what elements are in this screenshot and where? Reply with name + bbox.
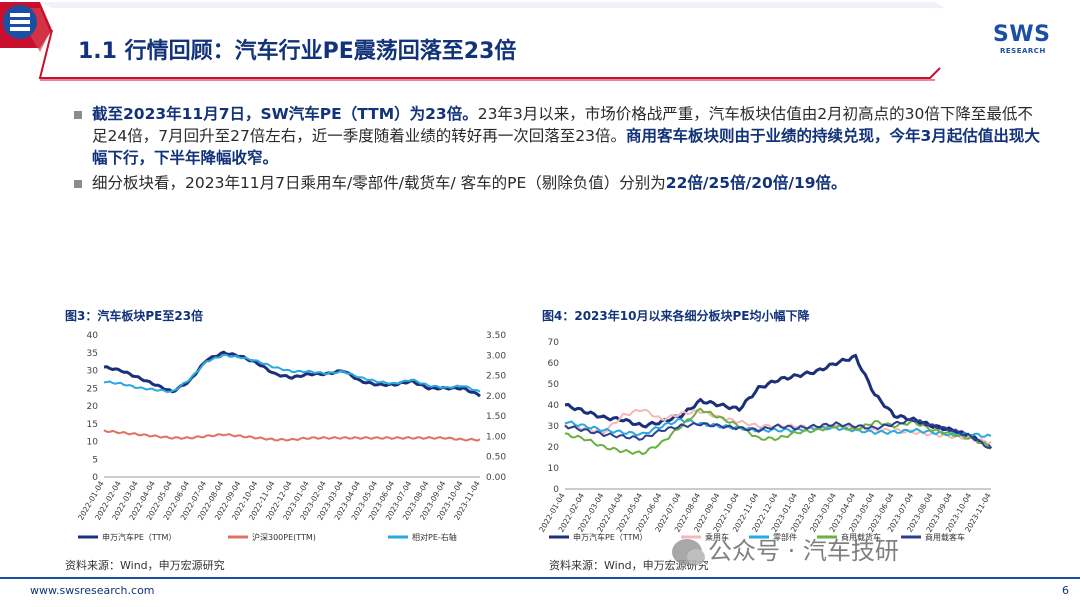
series-line <box>564 407 992 456</box>
legend-label: 商用载货车 <box>841 532 881 542</box>
fig4-source: 资料来源：Wind，申万宏源研究 <box>549 559 709 572</box>
y-tick-label: 15 <box>87 420 98 430</box>
series-line <box>564 418 992 449</box>
legend-label: 商用载客车 <box>925 532 965 542</box>
y-tick-label: 50 <box>548 380 560 390</box>
legend-label: 申万汽车PE（TTM） <box>102 532 176 542</box>
y2-tick-label: 0.00 <box>486 473 506 483</box>
y2-tick-label: 3.50 <box>486 331 506 341</box>
y2-tick-label: 2.50 <box>486 372 506 382</box>
bullet-1-bold-lead: 截至2023年11月7日，SW汽车PE（TTM）为23倍。 <box>92 105 478 123</box>
fig3-title: 图3：汽车板块PE至23倍 <box>65 309 204 323</box>
y2-tick-label: 3.00 <box>486 351 506 361</box>
y2-tick-label: 2.00 <box>486 392 506 402</box>
footer-url-link[interactable]: www.swsresearch.com <box>30 584 155 597</box>
legend-label: 乘用车 <box>705 532 729 542</box>
y2-tick-label: 1.00 <box>486 432 506 442</box>
y-tick-label: 20 <box>548 443 560 453</box>
bullet-2-text: 细分板块看，2023年11月7日乘用车/零部件/载货车/ 客车的PE（剔除负值）… <box>92 174 666 192</box>
y-tick-label: 0 <box>553 485 559 495</box>
y2-tick-label: 1.50 <box>486 412 506 422</box>
wechat-icon <box>672 539 705 565</box>
bullet-2: 细分板块看，2023年11月7日乘用车/零部件/载货车/ 客车的PE（剔除负值）… <box>72 172 1042 194</box>
series-line <box>103 353 481 393</box>
fig4-chart: 0102030405060702022-01-042022-02-042022-… <box>537 338 993 542</box>
legend-label: 相对PE-右轴 <box>412 532 457 542</box>
bullet-2-bold: 22倍/25倍/20倍/19倍。 <box>665 174 847 192</box>
y-tick-label: 60 <box>548 359 560 369</box>
y-tick-label: 25 <box>87 384 98 394</box>
sws-logo-icon <box>3 5 37 39</box>
y-tick-label: 30 <box>87 367 99 377</box>
wechat-watermark: 公众号 · 汽车技研 <box>672 531 899 566</box>
series-line <box>564 418 992 438</box>
fig3-source: 资料来源：Wind，申万宏源研究 <box>65 559 225 572</box>
watermark-text: 公众号 · 汽车技研 <box>708 537 899 565</box>
y-tick-label: 20 <box>87 402 99 412</box>
y-tick-label: 40 <box>548 401 560 411</box>
page-title: 1.1 行情回顾：汽车行业PE震荡回落至23倍 <box>78 39 517 64</box>
legend-label: 零部件 <box>773 532 797 542</box>
legend-label: 沪深300PE(TTM) <box>252 532 316 542</box>
y-tick-label: 5 <box>92 455 98 465</box>
bullet-1: 截至2023年11月7日，SW汽车PE（TTM）为23倍。23年3月以来，市场价… <box>72 103 1042 169</box>
page-number: 6 <box>1062 584 1069 597</box>
bullet-1-text: 23年3月以来，市场价格战严重，汽车板块估值由2月初高点的30倍下降至最低不足2… <box>92 105 1033 145</box>
series-line <box>564 353 993 450</box>
legend-label: 申万汽车PE（TTM） <box>573 532 647 542</box>
summary-bullets: 截至2023年11月7日，SW汽车PE（TTM）为23倍。23年3月以来，市场价… <box>72 103 1042 197</box>
bullet-1-bold-tail: 商用客车板块则由于业绩的持续兑现，今年3月起估值出现大幅下行，下半年降幅收窄。 <box>92 127 1040 167</box>
y-tick-label: 10 <box>87 438 99 448</box>
y-tick-label: 10 <box>548 464 560 474</box>
y-tick-label: 30 <box>548 422 560 432</box>
y2-tick-label: 0.50 <box>486 453 506 463</box>
fig3-chart: 0 5 10 15 20 25 30 35 40 0.00 0.50 1.00 1.50 2.00 2.50… <box>76 331 506 542</box>
y-tick-label: 40 <box>87 331 99 341</box>
y-tick-label: 0 <box>92 473 98 483</box>
fig4-title: 图4：2023年10月以来各细分板块PE均小幅下降 <box>542 309 810 323</box>
y-tick-label: 35 <box>87 349 98 359</box>
slide-header: 1.1 行情回顾：汽车行业PE震荡回落至23倍 SWS RESEARCH <box>0 0 1080 92</box>
series-line <box>103 350 481 398</box>
series-line <box>103 429 481 442</box>
logo-subtext: RESEARCH <box>1000 47 1046 55</box>
footer-divider <box>0 577 1080 579</box>
y-tick-label: 70 <box>548 338 560 348</box>
logo-wordmark: SWS <box>993 22 1051 47</box>
